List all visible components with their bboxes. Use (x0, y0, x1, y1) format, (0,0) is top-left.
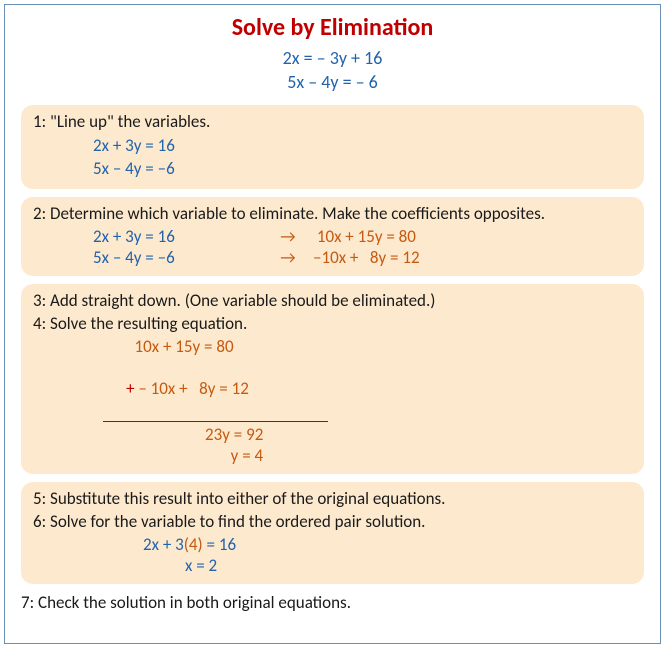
sub-post: = 16 (203, 534, 236, 555)
step-3-line-4: y = 4 (223, 445, 632, 466)
step-2-right-1: 10x + 15y = 80 (313, 226, 416, 247)
step-2-right-2: –10x + 8y = 12 (313, 247, 420, 268)
sum-line (103, 421, 328, 422)
step-3-4-box: 3: Add straight down. (One variable shou… (21, 284, 644, 474)
step-2-left-2: 5x – 4y = –6 (93, 247, 263, 268)
step-5-result: x = 2 (185, 555, 632, 576)
sub-paren: (4) (184, 534, 203, 555)
step-2-row-1: 2x + 3y = 16 → 10x + 15y = 80 (33, 226, 632, 247)
step-2-left-1: 2x + 3y = 16 (93, 226, 263, 247)
arrow-icon: → (263, 247, 313, 268)
plus-icon: + (126, 378, 134, 399)
given-eq-2: 5x – 4y = – 6 (21, 70, 644, 94)
step-5-substitution: 2x + 3(4) = 16 (143, 534, 632, 555)
step-1-box: 1: "Line up" the variables. 2x + 3y = 16… (21, 105, 644, 190)
step-1-eq-1: 2x + 3y = 16 (93, 134, 632, 158)
step-2-box: 2: Determine which variable to eliminate… (21, 197, 644, 276)
step-5-6-box: 5: Substitute this result into either of… (21, 482, 644, 584)
page-title: Solve by Elimination (21, 13, 644, 42)
step-1-eq-2: 5x – 4y = –6 (93, 157, 632, 181)
step-7-label: 7: Check the solution in both original e… (21, 592, 644, 613)
step-3-line-1: 10x + 15y = 80 (123, 336, 632, 357)
step-3-line-3: 23y = 92 (205, 424, 632, 445)
step-5-label: 5: Substitute this result into either of… (33, 488, 632, 509)
step-1-label: 1: "Line up" the variables. (33, 111, 632, 132)
worksheet-frame: Solve by Elimination 2x = – 3y + 16 5x –… (4, 4, 661, 644)
step-2-label: 2: Determine which variable to eliminate… (33, 203, 632, 224)
given-eq-1: 2x = – 3y + 16 (21, 46, 644, 70)
step-3-line-2-row: + – 10x + 8y = 12 (103, 357, 632, 420)
sub-pre: 2x + 3 (143, 534, 184, 555)
arrow-icon: → (263, 226, 313, 247)
step-3-line-2: – 10x + 8y = 12 (135, 378, 257, 399)
step-6-label: 6: Solve for the variable to find the or… (33, 511, 632, 532)
step-4-label: 4: Solve the resulting equation. (33, 313, 632, 334)
step-3-label: 3: Add straight down. (One variable shou… (33, 290, 632, 311)
step-2-row-2: 5x – 4y = –6 → –10x + 8y = 12 (33, 247, 632, 268)
given-equations: 2x = – 3y + 16 5x – 4y = – 6 (21, 46, 644, 95)
